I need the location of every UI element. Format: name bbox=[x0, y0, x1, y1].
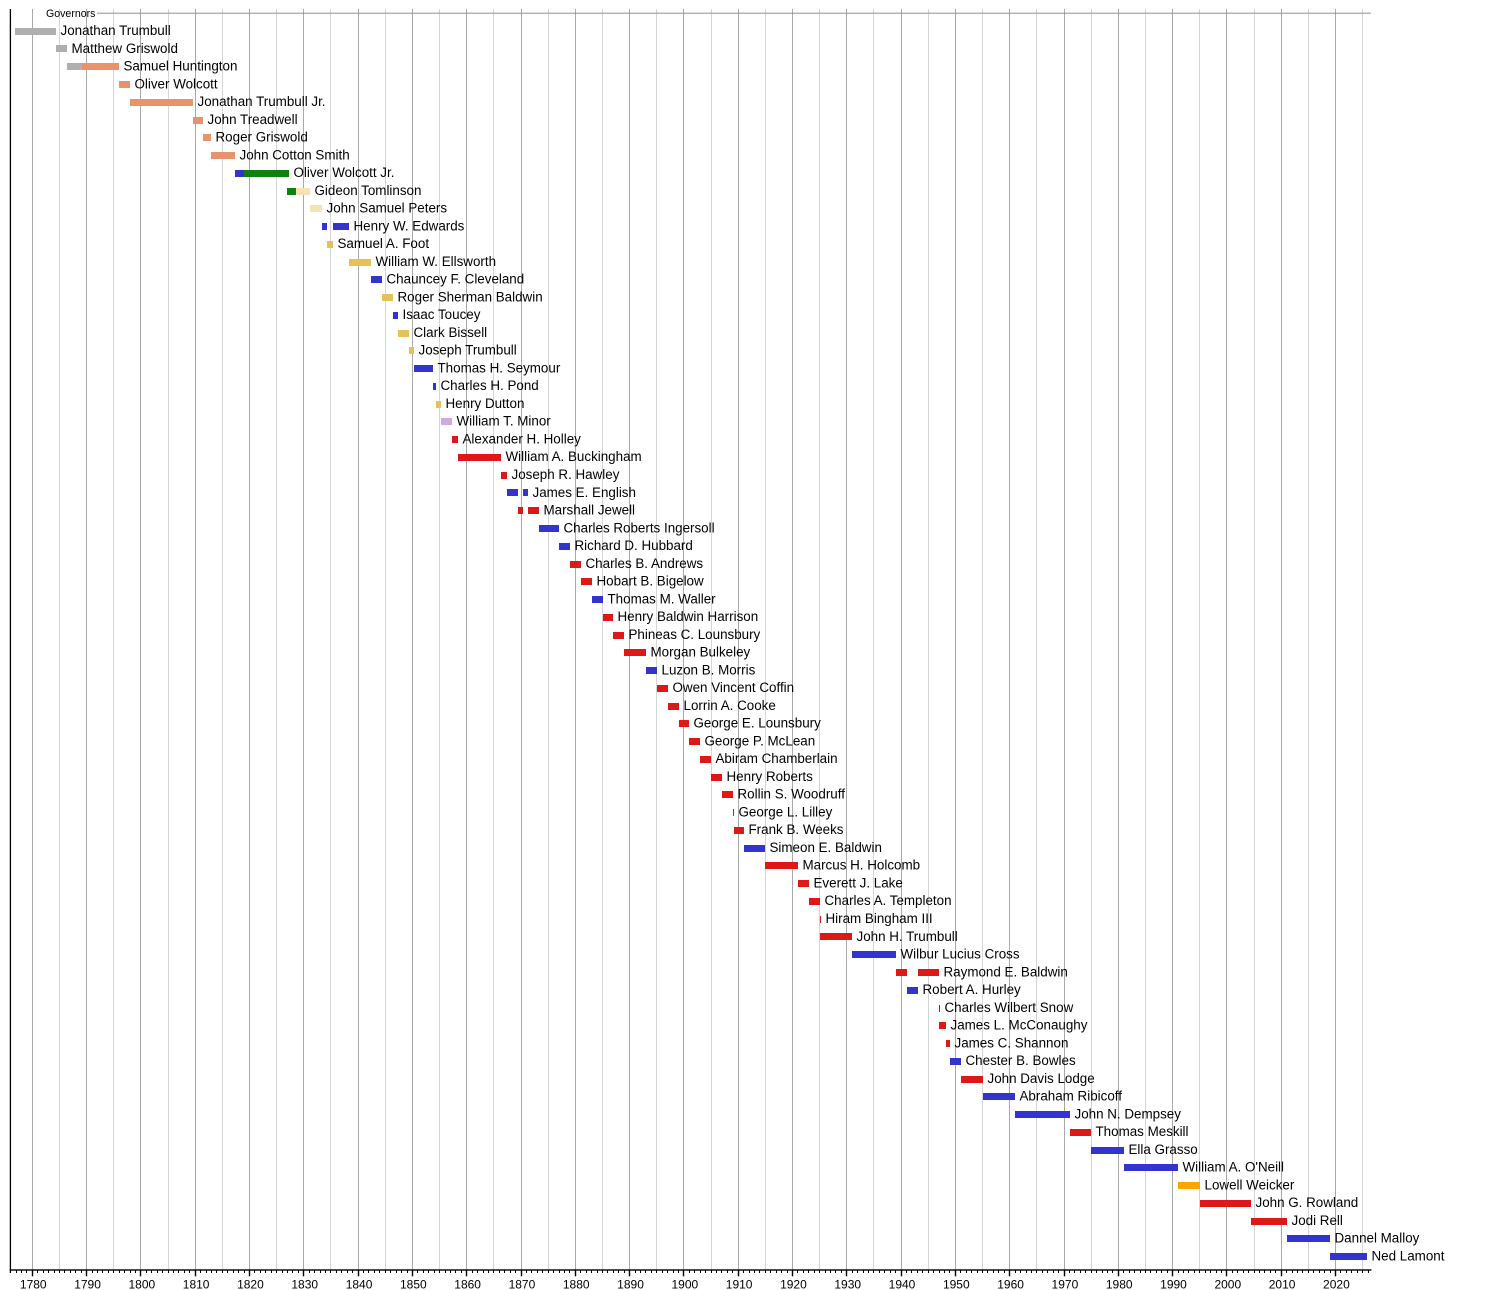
svg-text:William A. Buckingham: William A. Buckingham bbox=[506, 449, 642, 464]
svg-text:1840: 1840 bbox=[346, 1278, 373, 1290]
svg-text:Charles H. Pond: Charles H. Pond bbox=[441, 378, 539, 393]
svg-text:Luzon B. Morris: Luzon B. Morris bbox=[662, 662, 756, 677]
svg-text:George E. Lounsbury: George E. Lounsbury bbox=[694, 716, 822, 731]
svg-text:2000: 2000 bbox=[1214, 1278, 1241, 1290]
svg-text:Hiram Bingham III: Hiram Bingham III bbox=[826, 911, 933, 926]
svg-text:James L. McConaughy: James L. McConaughy bbox=[951, 1018, 1088, 1033]
svg-text:1930: 1930 bbox=[834, 1278, 861, 1290]
svg-text:Samuel A. Foot: Samuel A. Foot bbox=[338, 236, 430, 251]
svg-text:Charles Roberts Ingersoll: Charles Roberts Ingersoll bbox=[564, 520, 715, 535]
svg-text:1920: 1920 bbox=[780, 1278, 807, 1290]
svg-text:Jodi Rell: Jodi Rell bbox=[1292, 1213, 1343, 1228]
svg-text:2010: 2010 bbox=[1269, 1278, 1296, 1290]
svg-text:Oliver Wolcott Jr.: Oliver Wolcott Jr. bbox=[294, 165, 395, 180]
svg-text:1890: 1890 bbox=[617, 1278, 644, 1290]
svg-text:1860: 1860 bbox=[454, 1278, 481, 1290]
svg-text:Henry Roberts: Henry Roberts bbox=[727, 769, 814, 784]
svg-text:Thomas H. Seymour: Thomas H. Seymour bbox=[438, 360, 561, 375]
svg-text:William T. Minor: William T. Minor bbox=[457, 414, 552, 429]
svg-text:Wilbur Lucius Cross: Wilbur Lucius Cross bbox=[901, 947, 1020, 962]
svg-text:1960: 1960 bbox=[997, 1278, 1024, 1290]
svg-text:1980: 1980 bbox=[1106, 1278, 1133, 1290]
svg-text:James E. English: James E. English bbox=[533, 485, 636, 500]
svg-text:1780: 1780 bbox=[20, 1278, 47, 1290]
svg-text:Governors: Governors bbox=[46, 8, 95, 20]
svg-text:Rollin S. Woodruff: Rollin S. Woodruff bbox=[738, 787, 846, 802]
svg-text:2020: 2020 bbox=[1323, 1278, 1350, 1290]
svg-text:Abiram Chamberlain: Abiram Chamberlain bbox=[716, 751, 838, 766]
svg-text:William A. O'Neill: William A. O'Neill bbox=[1183, 1160, 1285, 1175]
svg-text:John Samuel Peters: John Samuel Peters bbox=[327, 201, 448, 216]
svg-text:Roger Griswold: Roger Griswold bbox=[216, 130, 308, 145]
svg-text:Oliver Wolcott: Oliver Wolcott bbox=[135, 76, 218, 91]
svg-text:Marshall Jewell: Marshall Jewell bbox=[544, 503, 636, 518]
svg-text:Ned Lamont: Ned Lamont bbox=[1372, 1248, 1445, 1263]
svg-text:1990: 1990 bbox=[1160, 1278, 1187, 1290]
svg-text:Richard D. Hubbard: Richard D. Hubbard bbox=[575, 538, 693, 553]
svg-text:Clark Bissell: Clark Bissell bbox=[414, 325, 488, 340]
svg-text:1970: 1970 bbox=[1052, 1278, 1079, 1290]
svg-text:Robert A. Hurley: Robert A. Hurley bbox=[923, 982, 1022, 997]
svg-text:1880: 1880 bbox=[563, 1278, 590, 1290]
svg-text:1900: 1900 bbox=[671, 1278, 698, 1290]
svg-text:John Cotton Smith: John Cotton Smith bbox=[240, 147, 350, 162]
svg-text:Everett J. Lake: Everett J. Lake bbox=[814, 875, 903, 890]
svg-text:Abraham Ribicoff: Abraham Ribicoff bbox=[1020, 1089, 1123, 1104]
svg-text:John N. Dempsey: John N. Dempsey bbox=[1075, 1106, 1182, 1121]
svg-text:1800: 1800 bbox=[128, 1278, 155, 1290]
svg-text:Thomas M. Waller: Thomas M. Waller bbox=[608, 591, 717, 606]
svg-text:1850: 1850 bbox=[400, 1278, 427, 1290]
svg-text:Frank B. Weeks: Frank B. Weeks bbox=[749, 822, 844, 837]
svg-text:Joseph R. Hawley: Joseph R. Hawley bbox=[512, 467, 620, 482]
svg-text:Matthew Griswold: Matthew Griswold bbox=[72, 41, 178, 56]
svg-text:Hobart B. Bigelow: Hobart B. Bigelow bbox=[597, 574, 705, 589]
svg-text:1910: 1910 bbox=[726, 1278, 753, 1290]
svg-text:1790: 1790 bbox=[74, 1278, 101, 1290]
svg-text:Raymond E. Baldwin: Raymond E. Baldwin bbox=[944, 964, 1068, 979]
svg-text:Lowell Weicker: Lowell Weicker bbox=[1205, 1177, 1295, 1192]
svg-text:Charles A. Templeton: Charles A. Templeton bbox=[825, 893, 952, 908]
svg-text:Alexander H. Holley: Alexander H. Holley bbox=[463, 431, 582, 446]
svg-text:Owen Vincent Coffin: Owen Vincent Coffin bbox=[673, 680, 795, 695]
svg-text:Ella Grasso: Ella Grasso bbox=[1129, 1142, 1198, 1157]
svg-text:1940: 1940 bbox=[889, 1278, 916, 1290]
svg-text:Charles B. Andrews: Charles B. Andrews bbox=[586, 556, 704, 571]
svg-text:Jonathan Trumbull: Jonathan Trumbull bbox=[61, 23, 171, 38]
svg-text:Roger Sherman Baldwin: Roger Sherman Baldwin bbox=[398, 289, 543, 304]
svg-text:1810: 1810 bbox=[183, 1278, 210, 1290]
svg-text:Simeon E. Baldwin: Simeon E. Baldwin bbox=[770, 840, 882, 855]
svg-text:Lorrin A. Cooke: Lorrin A. Cooke bbox=[684, 698, 776, 713]
svg-text:Marcus H. Holcomb: Marcus H. Holcomb bbox=[803, 858, 921, 873]
svg-text:1830: 1830 bbox=[291, 1278, 318, 1290]
svg-text:Samuel Huntington: Samuel Huntington bbox=[124, 59, 238, 74]
svg-text:Jonathan Trumbull Jr.: Jonathan Trumbull Jr. bbox=[198, 94, 326, 109]
svg-text:George P. McLean: George P. McLean bbox=[705, 733, 816, 748]
svg-text:Dannel Malloy: Dannel Malloy bbox=[1335, 1231, 1420, 1246]
svg-text:Charles Wilbert Snow: Charles Wilbert Snow bbox=[945, 1000, 1074, 1015]
svg-text:Chester B. Bowles: Chester B. Bowles bbox=[966, 1053, 1076, 1068]
svg-text:Henry W. Edwards: Henry W. Edwards bbox=[354, 218, 465, 233]
svg-text:Gideon Tomlinson: Gideon Tomlinson bbox=[315, 183, 422, 198]
svg-text:John Davis Lodge: John Davis Lodge bbox=[988, 1071, 1095, 1086]
svg-text:George L. Lilley: George L. Lilley bbox=[739, 804, 833, 819]
svg-text:John Treadwell: John Treadwell bbox=[208, 112, 298, 127]
svg-text:John H. Trumbull: John H. Trumbull bbox=[857, 929, 958, 944]
svg-text:1820: 1820 bbox=[237, 1278, 264, 1290]
svg-text:John G. Rowland: John G. Rowland bbox=[1256, 1195, 1359, 1210]
svg-text:James C. Shannon: James C. Shannon bbox=[955, 1035, 1069, 1050]
svg-text:Phineas C. Lounsbury: Phineas C. Lounsbury bbox=[629, 627, 761, 642]
svg-text:1870: 1870 bbox=[509, 1278, 536, 1290]
svg-text:Henry Dutton: Henry Dutton bbox=[446, 396, 525, 411]
svg-text:Henry Baldwin Harrison: Henry Baldwin Harrison bbox=[618, 609, 759, 624]
svg-text:William W. Ellsworth: William W. Ellsworth bbox=[376, 254, 497, 269]
svg-text:Morgan Bulkeley: Morgan Bulkeley bbox=[651, 645, 751, 660]
svg-text:Isaac Toucey: Isaac Toucey bbox=[403, 307, 481, 322]
svg-text:Joseph Trumbull: Joseph Trumbull bbox=[419, 343, 517, 358]
svg-text:1950: 1950 bbox=[943, 1278, 970, 1290]
svg-text:Chauncey F. Cleveland: Chauncey F. Cleveland bbox=[387, 272, 525, 287]
svg-text:Thomas Meskill: Thomas Meskill bbox=[1096, 1124, 1189, 1139]
